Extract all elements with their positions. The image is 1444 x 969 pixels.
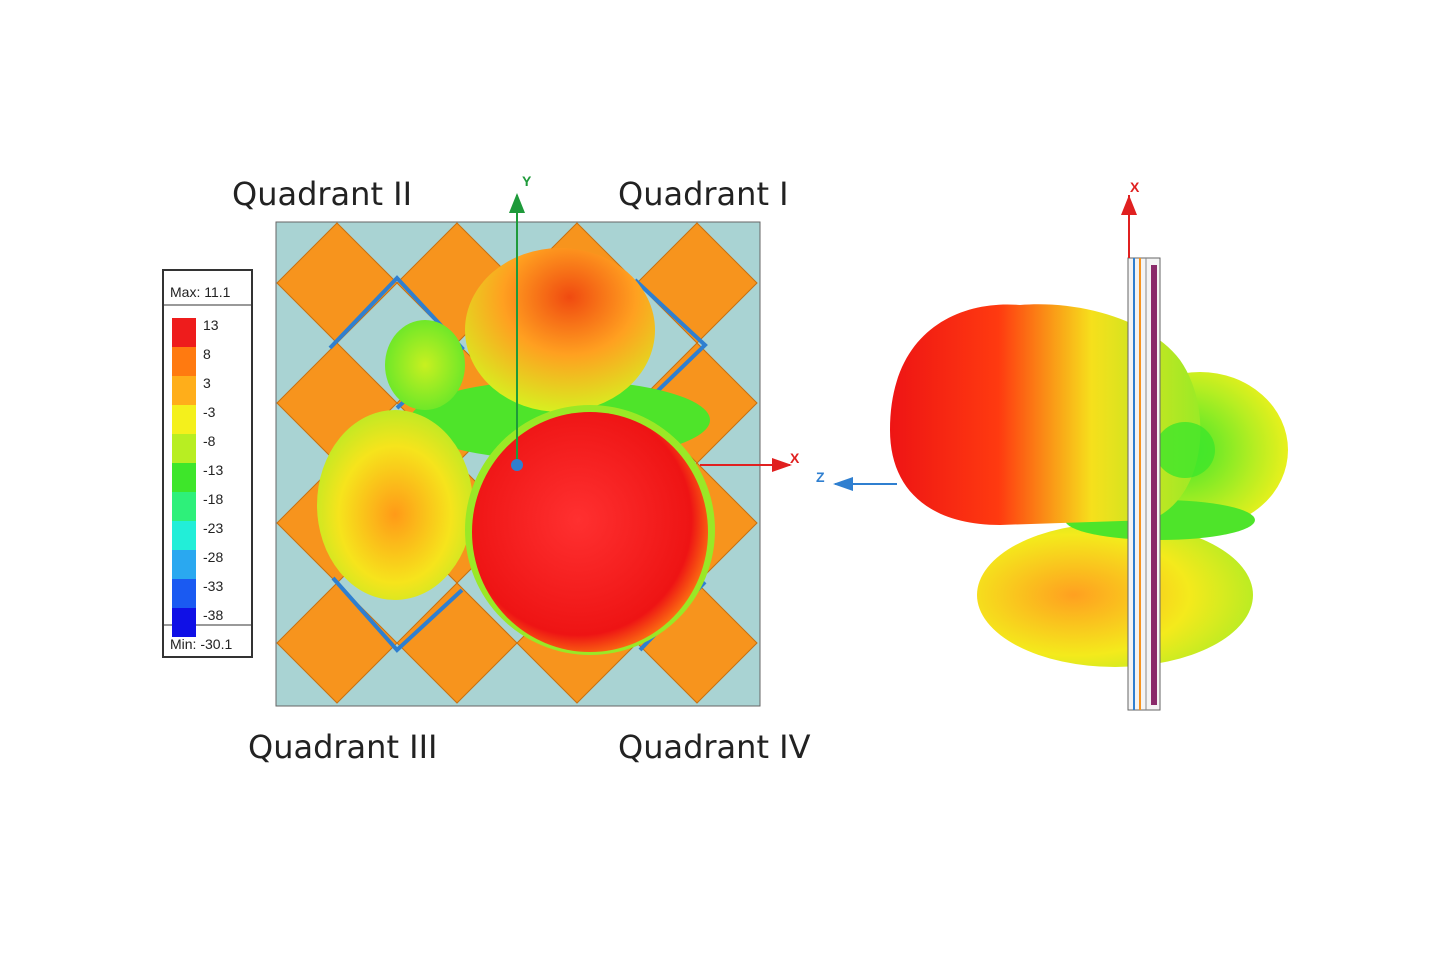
antenna-profile (1127, 257, 1161, 711)
legend-label: -18 (203, 491, 223, 507)
radiation-pattern-top (317, 248, 715, 655)
axis-label: Y (522, 173, 532, 189)
arrow (833, 477, 853, 491)
radiation-pattern-side (890, 304, 1288, 667)
origin (511, 459, 523, 471)
legend-swatch (172, 579, 196, 608)
arrow (1121, 195, 1137, 215)
legend-label: -13 (203, 462, 223, 478)
legend-swatch (172, 608, 196, 637)
legend-label: 13 (203, 317, 219, 333)
axis-label: Z (816, 469, 825, 485)
arrow (772, 458, 792, 472)
legend-swatch (172, 492, 196, 521)
legend-label: -38 (203, 607, 223, 623)
legend-label: 8 (203, 346, 211, 362)
quadrant-label: Quadrant III (248, 728, 437, 766)
legend-swatch (172, 434, 196, 463)
legend: Max: 11.1 Min: -30.1 13 8 3 -3 -8 -13 -18 -23 -2… (162, 269, 253, 658)
quadrant-label: Quadrant II (232, 175, 412, 213)
legend-label: -28 (203, 549, 223, 565)
legend-label: -3 (203, 404, 216, 420)
legend-swatch (172, 463, 196, 492)
legend-swatch (172, 376, 196, 405)
legend-label: -23 (203, 520, 223, 536)
axis-label: X (1130, 179, 1140, 195)
legend-min: Min: -30.1 (170, 636, 232, 652)
legend-label: -33 (203, 578, 223, 594)
legend-label: -8 (203, 433, 216, 449)
legend-max: Max: 11.1 (170, 284, 231, 300)
legend-swatch (172, 405, 196, 434)
quadrant-label: Quadrant IV (618, 728, 811, 766)
legend-label: 3 (203, 375, 211, 391)
quadrant-label: Quadrant I (618, 175, 789, 213)
axis-label: X (790, 450, 800, 466)
legend-swatch (172, 550, 196, 579)
arrow (509, 193, 525, 213)
legend-swatch (172, 318, 196, 347)
legend-swatch (172, 347, 196, 376)
legend-swatch (172, 521, 196, 550)
